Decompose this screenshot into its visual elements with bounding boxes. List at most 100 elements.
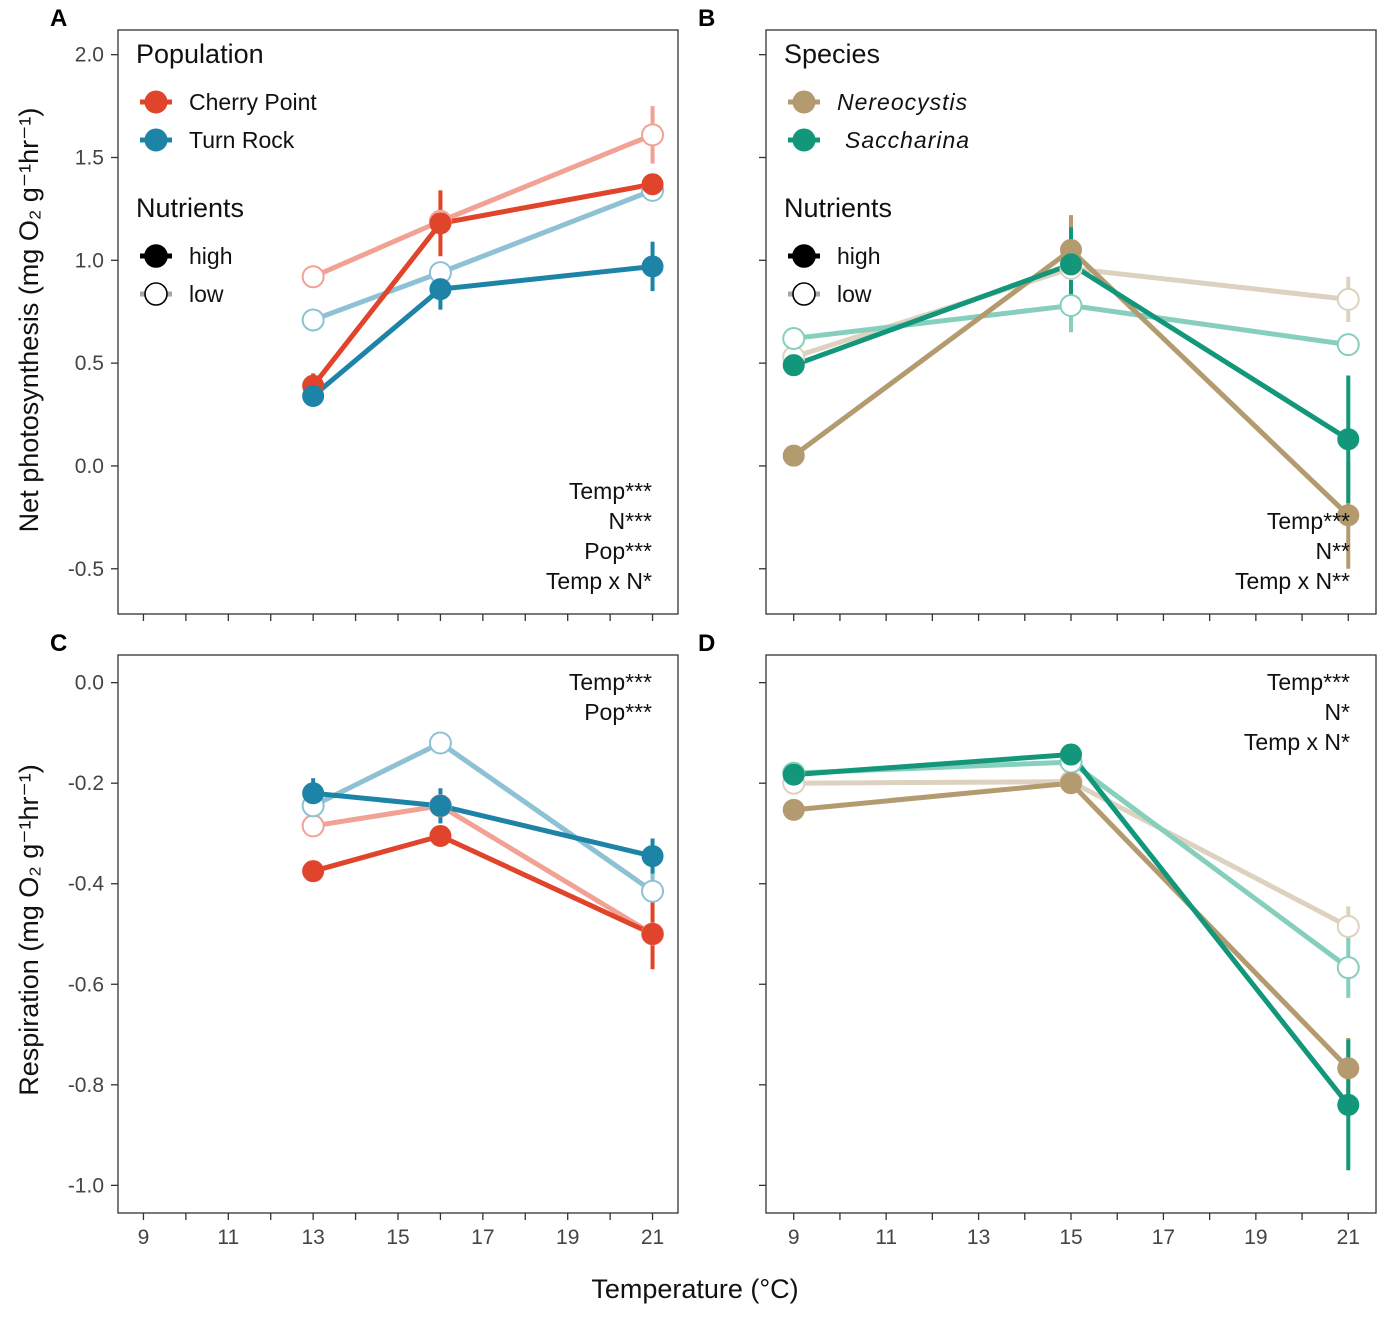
panel-label: A — [50, 5, 67, 32]
legend-title: Nutrients — [784, 193, 892, 223]
y-tick-label: -0.8 — [68, 1074, 104, 1097]
legend-key-point — [792, 282, 816, 306]
data-point — [1059, 294, 1083, 318]
significance-annotation: Pop*** — [584, 699, 652, 725]
legend-item-label: Turn Rock — [189, 127, 295, 153]
panel-frame — [117, 654, 679, 1214]
legend-item-label: low — [837, 281, 872, 307]
x-tick-label: 9 — [788, 1226, 800, 1249]
data-point — [782, 354, 805, 377]
y-tick-label: 2.0 — [75, 44, 104, 67]
data-point — [1336, 914, 1360, 938]
data-point — [302, 385, 325, 408]
x-tick-label: 9 — [138, 1226, 150, 1249]
y-axis-title-bottom: Respiration (mg O₂ g⁻¹hr⁻¹) — [14, 764, 44, 1096]
y-tick-label: -0.6 — [68, 973, 104, 996]
data-point — [641, 255, 664, 278]
data-point — [1060, 743, 1082, 766]
legend-key-point — [144, 244, 168, 268]
series-line — [311, 263, 653, 398]
data-point — [1336, 956, 1360, 980]
data-point — [641, 845, 664, 868]
significance-annotation: Temp*** — [1267, 508, 1350, 534]
legend-item-label: high — [189, 243, 232, 269]
data-point — [429, 794, 452, 817]
data-point — [1336, 333, 1360, 357]
significance-annotation: Temp*** — [1267, 669, 1350, 695]
legend-title: Nutrients — [136, 193, 244, 223]
data-point — [782, 326, 806, 350]
significance-annotation: Temp*** — [569, 669, 652, 695]
series-line — [312, 833, 654, 937]
data-point — [428, 731, 452, 755]
significance-annotation: N* — [1324, 699, 1350, 725]
significance-annotation: Temp x N* — [1244, 729, 1350, 755]
x-tick-label: 13 — [301, 1226, 324, 1249]
panel-c: C 9 11 13 15 17 19 21 -1.0 -0.8 -0.6 -0.4 -0.2 0.0 Tem… — [50, 630, 679, 1249]
x-tick-label: 19 — [556, 1226, 579, 1249]
panel-b: B Species Nereocystis Saccharina Nutrients hi… — [698, 5, 1377, 621]
series-line — [793, 752, 1351, 1107]
data-point — [1060, 772, 1082, 795]
legend-item-label: high — [837, 243, 880, 269]
y-tick-label: -0.2 — [68, 772, 104, 795]
legend-title: Population — [136, 39, 264, 69]
data-point — [641, 123, 665, 147]
legend-item-label: Cherry Point — [189, 89, 317, 115]
significance-annotation: N*** — [609, 508, 653, 534]
x-tick-label: 19 — [1244, 1226, 1267, 1249]
x-tick-label: 11 — [217, 1226, 239, 1249]
legend-key-point — [792, 128, 816, 152]
x-tick-label: 17 — [1152, 1226, 1175, 1249]
x-tick-label: 15 — [386, 1226, 409, 1249]
y-tick-label: 1.5 — [75, 146, 104, 169]
data-point — [782, 444, 805, 467]
significance-annotation: N** — [1315, 538, 1350, 564]
legend-key-point — [792, 90, 816, 114]
data-point — [782, 798, 805, 821]
legend-item-label: Nereocystis — [837, 89, 968, 115]
data-point — [301, 308, 325, 332]
data-point — [301, 814, 325, 838]
legend-item-label: low — [189, 281, 224, 307]
data-point — [429, 212, 452, 235]
panel-label: B — [698, 5, 715, 32]
data-point — [429, 824, 452, 847]
legend-title: Species — [784, 39, 880, 69]
data-point — [301, 265, 325, 289]
y-tick-label: -0.5 — [68, 558, 104, 581]
series-line — [793, 780, 1351, 1070]
data-point — [429, 278, 452, 301]
significance-annotation: Temp x N** — [1235, 568, 1350, 594]
y-tick-label: 0.0 — [75, 455, 104, 478]
y-tick-label: 1.0 — [75, 249, 104, 272]
panel-d: D 9 11 13 15 17 19 21 Temp*** N* Temp x N* — [698, 630, 1377, 1249]
legend-item-label: Saccharina — [845, 127, 970, 153]
x-tick-label: 15 — [1059, 1226, 1082, 1249]
data-point — [302, 782, 325, 805]
x-tick-label: 17 — [471, 1226, 494, 1249]
significance-annotation: Temp x N* — [546, 568, 652, 594]
y-tick-label: -1.0 — [68, 1174, 104, 1197]
legend-key-point — [144, 282, 168, 306]
data-point — [641, 173, 664, 196]
data-point — [641, 923, 664, 945]
legend-key-point — [792, 244, 816, 268]
data-point — [1337, 1093, 1360, 1116]
legend-key-point — [144, 90, 168, 114]
x-tick-label: 11 — [875, 1226, 897, 1249]
data-point — [302, 860, 325, 883]
panel-label: D — [698, 630, 715, 657]
data-point — [1337, 428, 1360, 451]
data-point — [1060, 253, 1082, 276]
data-point — [1337, 1057, 1360, 1080]
y-tick-label: 0.0 — [75, 672, 104, 695]
panel-a: A -0.5 0.0 0.5 1.0 1.5 2.0 Population Cherry Poi… — [50, 5, 679, 621]
y-tick-label: -0.4 — [68, 873, 105, 896]
data-point — [1337, 504, 1360, 527]
y-tick-label: 0.5 — [75, 352, 104, 375]
x-tick-label: 21 — [641, 1226, 664, 1249]
significance-annotation: Temp*** — [569, 478, 652, 504]
